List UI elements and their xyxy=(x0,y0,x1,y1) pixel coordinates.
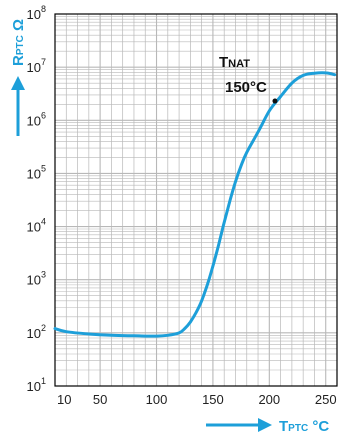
y-axis-label-unit: Ω xyxy=(10,19,27,35)
y-tick-exponent: 3 xyxy=(41,270,46,280)
y-tick-exponent: 6 xyxy=(41,110,46,120)
y-tick-exponent: 5 xyxy=(41,163,46,173)
y-tick-base: 10 xyxy=(27,220,41,235)
annotation-value: 150°C xyxy=(225,79,267,96)
y-tick-exponent: 1 xyxy=(41,376,46,386)
y-tick-label: 101 xyxy=(27,376,46,394)
y-tick-base: 10 xyxy=(27,273,41,288)
y-tick-label: 108 xyxy=(27,4,46,22)
x-axis-label-sub: PTC xyxy=(288,423,308,434)
x-tick-label: 100 xyxy=(146,392,168,407)
y-tick-label: 105 xyxy=(27,163,46,181)
y-axis-arrow-head xyxy=(11,76,25,90)
annotation-label-sub: NAT xyxy=(228,58,250,70)
x-tick-label: 150 xyxy=(202,392,224,407)
plot-frame xyxy=(54,13,338,387)
annotation-label: TNAT xyxy=(219,54,250,71)
annotation-point xyxy=(272,98,278,104)
y-axis-label: RPTC Ω xyxy=(10,19,27,66)
x-axis-label-main: T xyxy=(279,418,288,435)
x-tick-label: 250 xyxy=(315,392,337,407)
annotation-label-main: T xyxy=(219,54,228,71)
y-tick-label: 102 xyxy=(27,323,46,341)
x-tick-labels: 10 50 100 150 200 250 xyxy=(57,392,337,407)
x-axis-arrow-head xyxy=(258,418,272,432)
y-tick-base: 10 xyxy=(27,60,41,75)
y-tick-base: 10 xyxy=(27,166,41,181)
x-axis-title: TPTC °C xyxy=(206,418,329,435)
y-tick-label: 104 xyxy=(27,217,46,235)
y-axis-title: RPTC Ω xyxy=(10,19,27,136)
x-tick-label: 200 xyxy=(258,392,280,407)
y-tick-base: 10 xyxy=(27,7,41,22)
y-axis-label-sub: PTC xyxy=(15,35,26,55)
y-tick-exponent: 7 xyxy=(41,57,46,67)
y-tick-exponent: 8 xyxy=(41,4,46,14)
y-tick-base: 10 xyxy=(27,326,41,341)
series-line xyxy=(53,71,337,338)
x-axis-label-unit: °C xyxy=(308,418,329,435)
y-tick-exponent: 4 xyxy=(41,217,46,227)
y-tick-label: 106 xyxy=(27,110,46,128)
y-axis-label-main: R xyxy=(10,55,27,66)
x-axis-label: TPTC °C xyxy=(279,418,329,435)
y-tick-label: 107 xyxy=(27,57,46,75)
x-tick-label: 50 xyxy=(93,392,107,407)
y-tick-exponent: 2 xyxy=(41,323,46,333)
y-tick-label: 103 xyxy=(27,270,46,288)
y-tick-base: 10 xyxy=(27,113,41,128)
x-tick-label: 10 xyxy=(57,392,71,407)
grid xyxy=(54,14,338,387)
y-tick-base: 10 xyxy=(27,379,41,394)
